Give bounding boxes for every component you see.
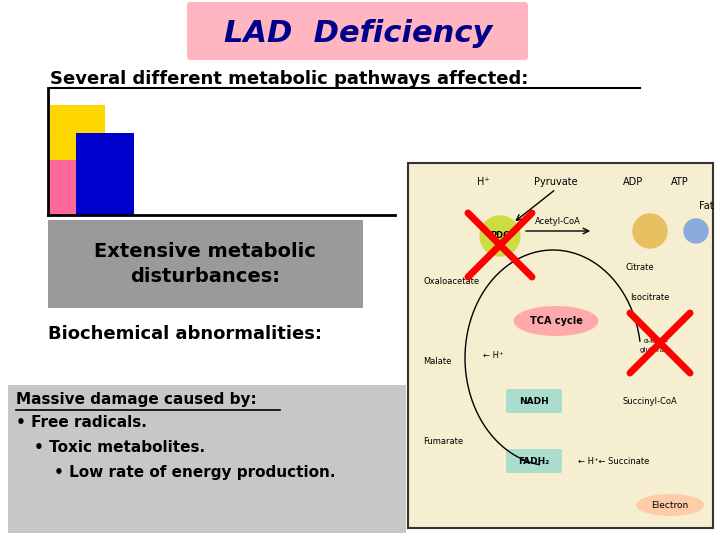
Text: ADP: ADP (623, 177, 643, 187)
Text: Oxaloacetate: Oxaloacetate (423, 276, 479, 286)
Text: LAD  Deficiency: LAD Deficiency (224, 19, 492, 49)
Text: glutarate: glutarate (640, 347, 672, 353)
Bar (408, 163, 713, 528)
Text: Succinyl-CoA: Succinyl-CoA (623, 396, 678, 406)
Text: Massive damage caused by:: Massive damage caused by: (16, 392, 257, 407)
FancyBboxPatch shape (187, 2, 528, 60)
Text: • Free radicals.: • Free radicals. (16, 415, 147, 430)
Text: ← H⁺← Succinate: ← H⁺← Succinate (578, 456, 649, 465)
Text: Acetyl-CoA: Acetyl-CoA (535, 217, 581, 226)
Text: Fumarate: Fumarate (423, 436, 463, 446)
Ellipse shape (513, 306, 598, 336)
Circle shape (684, 219, 708, 243)
Bar (8, 385, 406, 533)
Text: • Toxic metabolites.: • Toxic metabolites. (34, 440, 205, 455)
Text: • Low rate of energy production.: • Low rate of energy production. (54, 465, 336, 480)
Text: Pyruvate: Pyruvate (534, 177, 578, 187)
Bar (48, 220, 363, 308)
Bar (50, 105, 105, 160)
Text: Several different metabolic pathways affected:: Several different metabolic pathways aff… (50, 70, 528, 88)
Text: Fat: Fat (698, 201, 714, 211)
FancyBboxPatch shape (506, 389, 562, 413)
Circle shape (633, 214, 667, 248)
Text: ← H⁺: ← H⁺ (483, 352, 503, 361)
Text: TCA cycle: TCA cycle (530, 316, 582, 326)
Text: Malate: Malate (423, 356, 451, 366)
Text: α-Keto-: α-Keto- (644, 338, 669, 344)
Text: ATP: ATP (671, 177, 689, 187)
FancyBboxPatch shape (506, 449, 562, 473)
Text: FADH₂: FADH₂ (518, 456, 549, 465)
Text: H⁺: H⁺ (477, 177, 490, 187)
Ellipse shape (636, 494, 704, 516)
Circle shape (480, 216, 520, 256)
Text: Electron: Electron (652, 501, 688, 510)
Bar (76, 133, 134, 215)
Text: Extensive metabolic
disturbances:: Extensive metabolic disturbances: (94, 242, 316, 286)
Text: Isocitrate: Isocitrate (630, 294, 670, 302)
Text: NADH: NADH (519, 396, 549, 406)
Text: Biochemical abnormalities:: Biochemical abnormalities: (48, 325, 322, 343)
Bar (48, 143, 120, 215)
Text: Citrate: Citrate (626, 264, 654, 273)
Text: PDC: PDC (490, 232, 510, 240)
